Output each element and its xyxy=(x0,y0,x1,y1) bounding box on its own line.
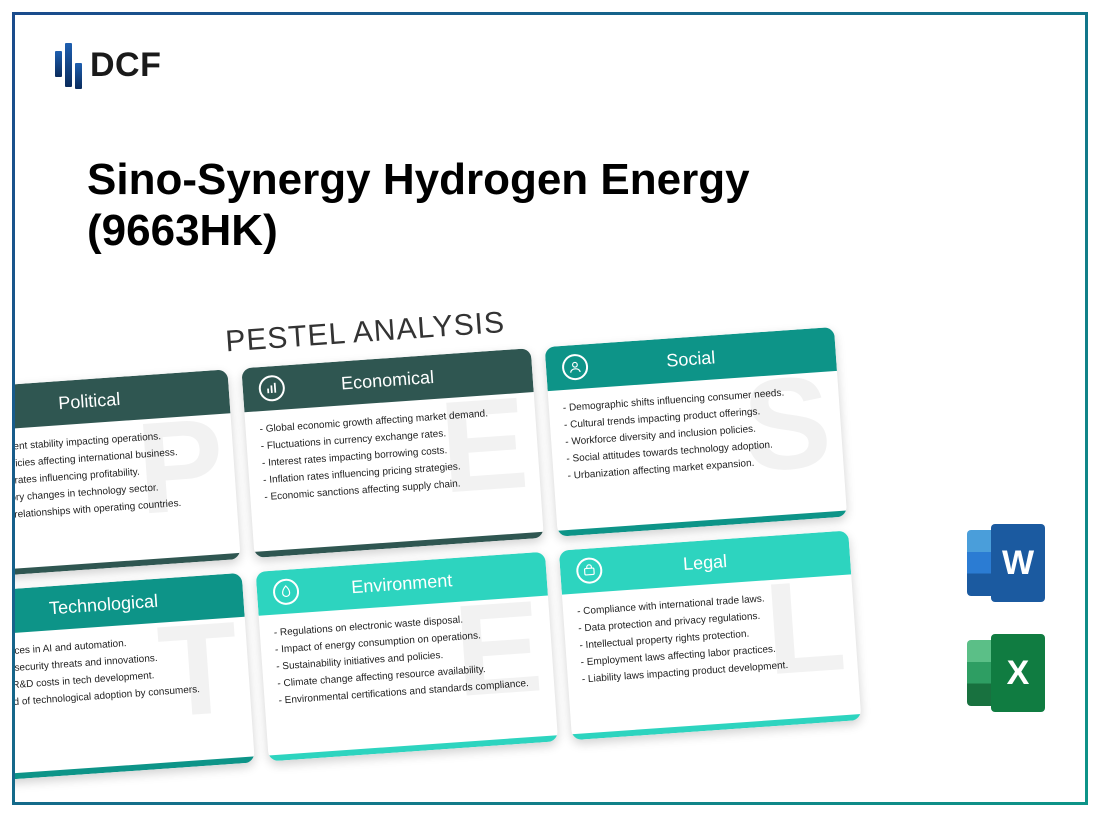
pestel-card-technological: Technological- Advances in AI and automa… xyxy=(12,573,255,782)
card-body: - Government stability impacting operati… xyxy=(12,413,240,572)
excel-letter: X xyxy=(1007,654,1030,693)
pestel-card-legal: Legal- Compliance with international tra… xyxy=(559,530,862,740)
pestel-diagram: PESTEL ANALYSIS Political- Government st… xyxy=(12,282,879,805)
logo-bars-icon xyxy=(55,43,82,87)
card-body: - Global economic growth affecting marke… xyxy=(244,392,543,552)
card-title: Economical xyxy=(258,361,517,400)
page-title: Sino-Synergy Hydrogen Energy (9663HK) xyxy=(87,155,885,256)
word-letter: W xyxy=(1002,544,1034,583)
content-frame: DCF Sino-Synergy Hydrogen Energy (9663HK… xyxy=(12,12,1088,805)
pestel-grid: Political- Government stability impactin… xyxy=(12,327,861,782)
pestel-card-social: Social- Demographic shifts influencing c… xyxy=(545,327,848,537)
excel-icon: X xyxy=(967,634,1045,712)
card-body: - Regulations on electronic waste dispos… xyxy=(259,596,558,756)
card-title: Social xyxy=(561,340,820,379)
logo-text: DCF xyxy=(90,46,161,85)
card-title: Legal xyxy=(576,543,835,582)
card-title: Environment xyxy=(272,564,531,603)
logo: DCF xyxy=(55,43,161,87)
card-body: - Demographic shifts influencing consume… xyxy=(548,371,847,531)
pestel-heading: PESTEL ANALYSIS xyxy=(224,306,506,359)
card-title: Political xyxy=(12,382,214,420)
pestel-card-political: Political- Government stability impactin… xyxy=(12,369,241,578)
pestel-card-environment: Environment- Regulations on electronic w… xyxy=(256,552,559,762)
card-body: - Advances in AI and automation.- Cybers… xyxy=(12,617,254,776)
card-title: Technological xyxy=(12,585,228,623)
word-icon: W xyxy=(967,524,1045,602)
card-body: - Compliance with international trade la… xyxy=(562,574,861,734)
app-icons: W X xyxy=(967,524,1045,712)
pestel-card-economical: Economical- Global economic growth affec… xyxy=(241,348,544,558)
